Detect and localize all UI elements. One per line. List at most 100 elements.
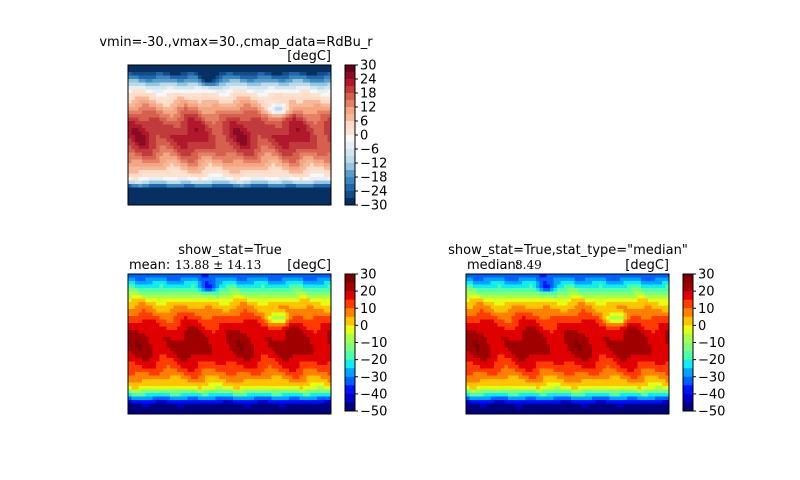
- map-cell: [268, 100, 272, 104]
- map-cell: [152, 284, 157, 289]
- map-cell: [226, 93, 230, 97]
- map-cell: [292, 117, 297, 122]
- map-cell: [156, 316, 160, 320]
- map-cell: [184, 173, 188, 178]
- map-cell: [219, 75, 223, 80]
- map-cell: [131, 365, 136, 369]
- colorbar-tick-label: −10: [360, 336, 387, 351]
- map-cell: [299, 410, 304, 415]
- map-cell: [299, 100, 304, 104]
- map-cell: [149, 340, 153, 345]
- map-cell: [299, 298, 304, 303]
- map-cell: [233, 145, 237, 150]
- map-cell: [261, 410, 265, 415]
- map-cell: [135, 281, 139, 285]
- map-cell: [233, 138, 237, 143]
- map-cell: [285, 93, 290, 97]
- map-cell: [243, 173, 248, 178]
- map-cell: [135, 382, 139, 387]
- map-cell: [296, 180, 300, 185]
- map-cell: [313, 159, 318, 164]
- map-cell: [156, 393, 160, 397]
- map-cell: [557, 277, 561, 282]
- map-cell: [208, 368, 213, 373]
- map-cell: [152, 288, 157, 292]
- map-cell: [289, 344, 293, 348]
- map-cell: [180, 114, 185, 118]
- map-cell: [135, 159, 139, 164]
- map-cell: [324, 156, 328, 160]
- map-cell: [289, 312, 293, 317]
- map-cell: [173, 309, 178, 313]
- map-cell: [289, 382, 293, 387]
- map-cell: [233, 173, 237, 178]
- map-cell: [275, 93, 279, 97]
- colorbar-tick-label: 18: [360, 87, 377, 102]
- map-cell: [145, 163, 150, 167]
- map-cell: [152, 156, 157, 160]
- map-cell: [327, 138, 332, 143]
- map-cell: [250, 79, 255, 83]
- map-cell: [271, 323, 276, 327]
- map-cell: [243, 121, 248, 125]
- map-cell: [292, 142, 297, 146]
- map-cell: [233, 65, 237, 69]
- map-cell: [222, 340, 227, 345]
- map-cell: [233, 368, 237, 373]
- map-cell: [138, 152, 143, 157]
- map-cell: [320, 68, 325, 73]
- map-cell: [180, 298, 185, 303]
- map-cell: [292, 201, 297, 206]
- map-cell: [131, 407, 136, 411]
- map-cell: [198, 121, 202, 125]
- map-cell: [180, 379, 185, 383]
- map-cell: [623, 274, 628, 278]
- map-cell: [219, 368, 223, 373]
- map-cell: [159, 351, 164, 355]
- map-cell: [128, 163, 132, 167]
- map-cell: [173, 180, 178, 185]
- map-cell: [504, 277, 509, 282]
- map-cell: [201, 152, 206, 157]
- map-cell: [152, 114, 157, 118]
- map-cell: [285, 396, 290, 401]
- map-cell: [327, 110, 332, 115]
- map-cell: [170, 368, 174, 373]
- map-cell: [264, 403, 269, 408]
- map-cell: [233, 191, 237, 195]
- map-cell: [219, 347, 223, 352]
- map-cell: [180, 142, 185, 146]
- map-cell: [156, 368, 160, 373]
- map-cell: [156, 152, 160, 157]
- map-cell: [299, 156, 304, 160]
- map-cell: [299, 337, 304, 341]
- map-cell: [268, 305, 272, 310]
- map-cell: [142, 305, 146, 310]
- map-cell: [518, 281, 523, 285]
- map-cell: [131, 330, 136, 334]
- map-cell: [317, 86, 321, 90]
- map-cell: [606, 277, 610, 282]
- map-cell: [257, 361, 262, 366]
- map-cell: [236, 114, 241, 118]
- map-cell: [289, 319, 293, 324]
- map-cell: [215, 410, 220, 415]
- map-cell: [240, 152, 244, 157]
- map-cell: [149, 277, 153, 282]
- map-cell: [285, 100, 290, 104]
- map-cell: [149, 191, 153, 195]
- map-cell: [156, 114, 160, 118]
- map-cell: [306, 201, 311, 206]
- map-cell: [156, 358, 160, 362]
- map-cell: [261, 375, 265, 380]
- map-cell: [191, 288, 195, 292]
- map-cell: [166, 340, 171, 345]
- map-cell: [222, 302, 227, 306]
- map-cell: [159, 372, 164, 376]
- map-cell: [243, 187, 248, 192]
- map-cell: [310, 298, 314, 303]
- map-cell: [152, 379, 157, 383]
- map-cell: [152, 361, 157, 366]
- map-cell: [131, 117, 136, 122]
- map-cell: [268, 194, 272, 199]
